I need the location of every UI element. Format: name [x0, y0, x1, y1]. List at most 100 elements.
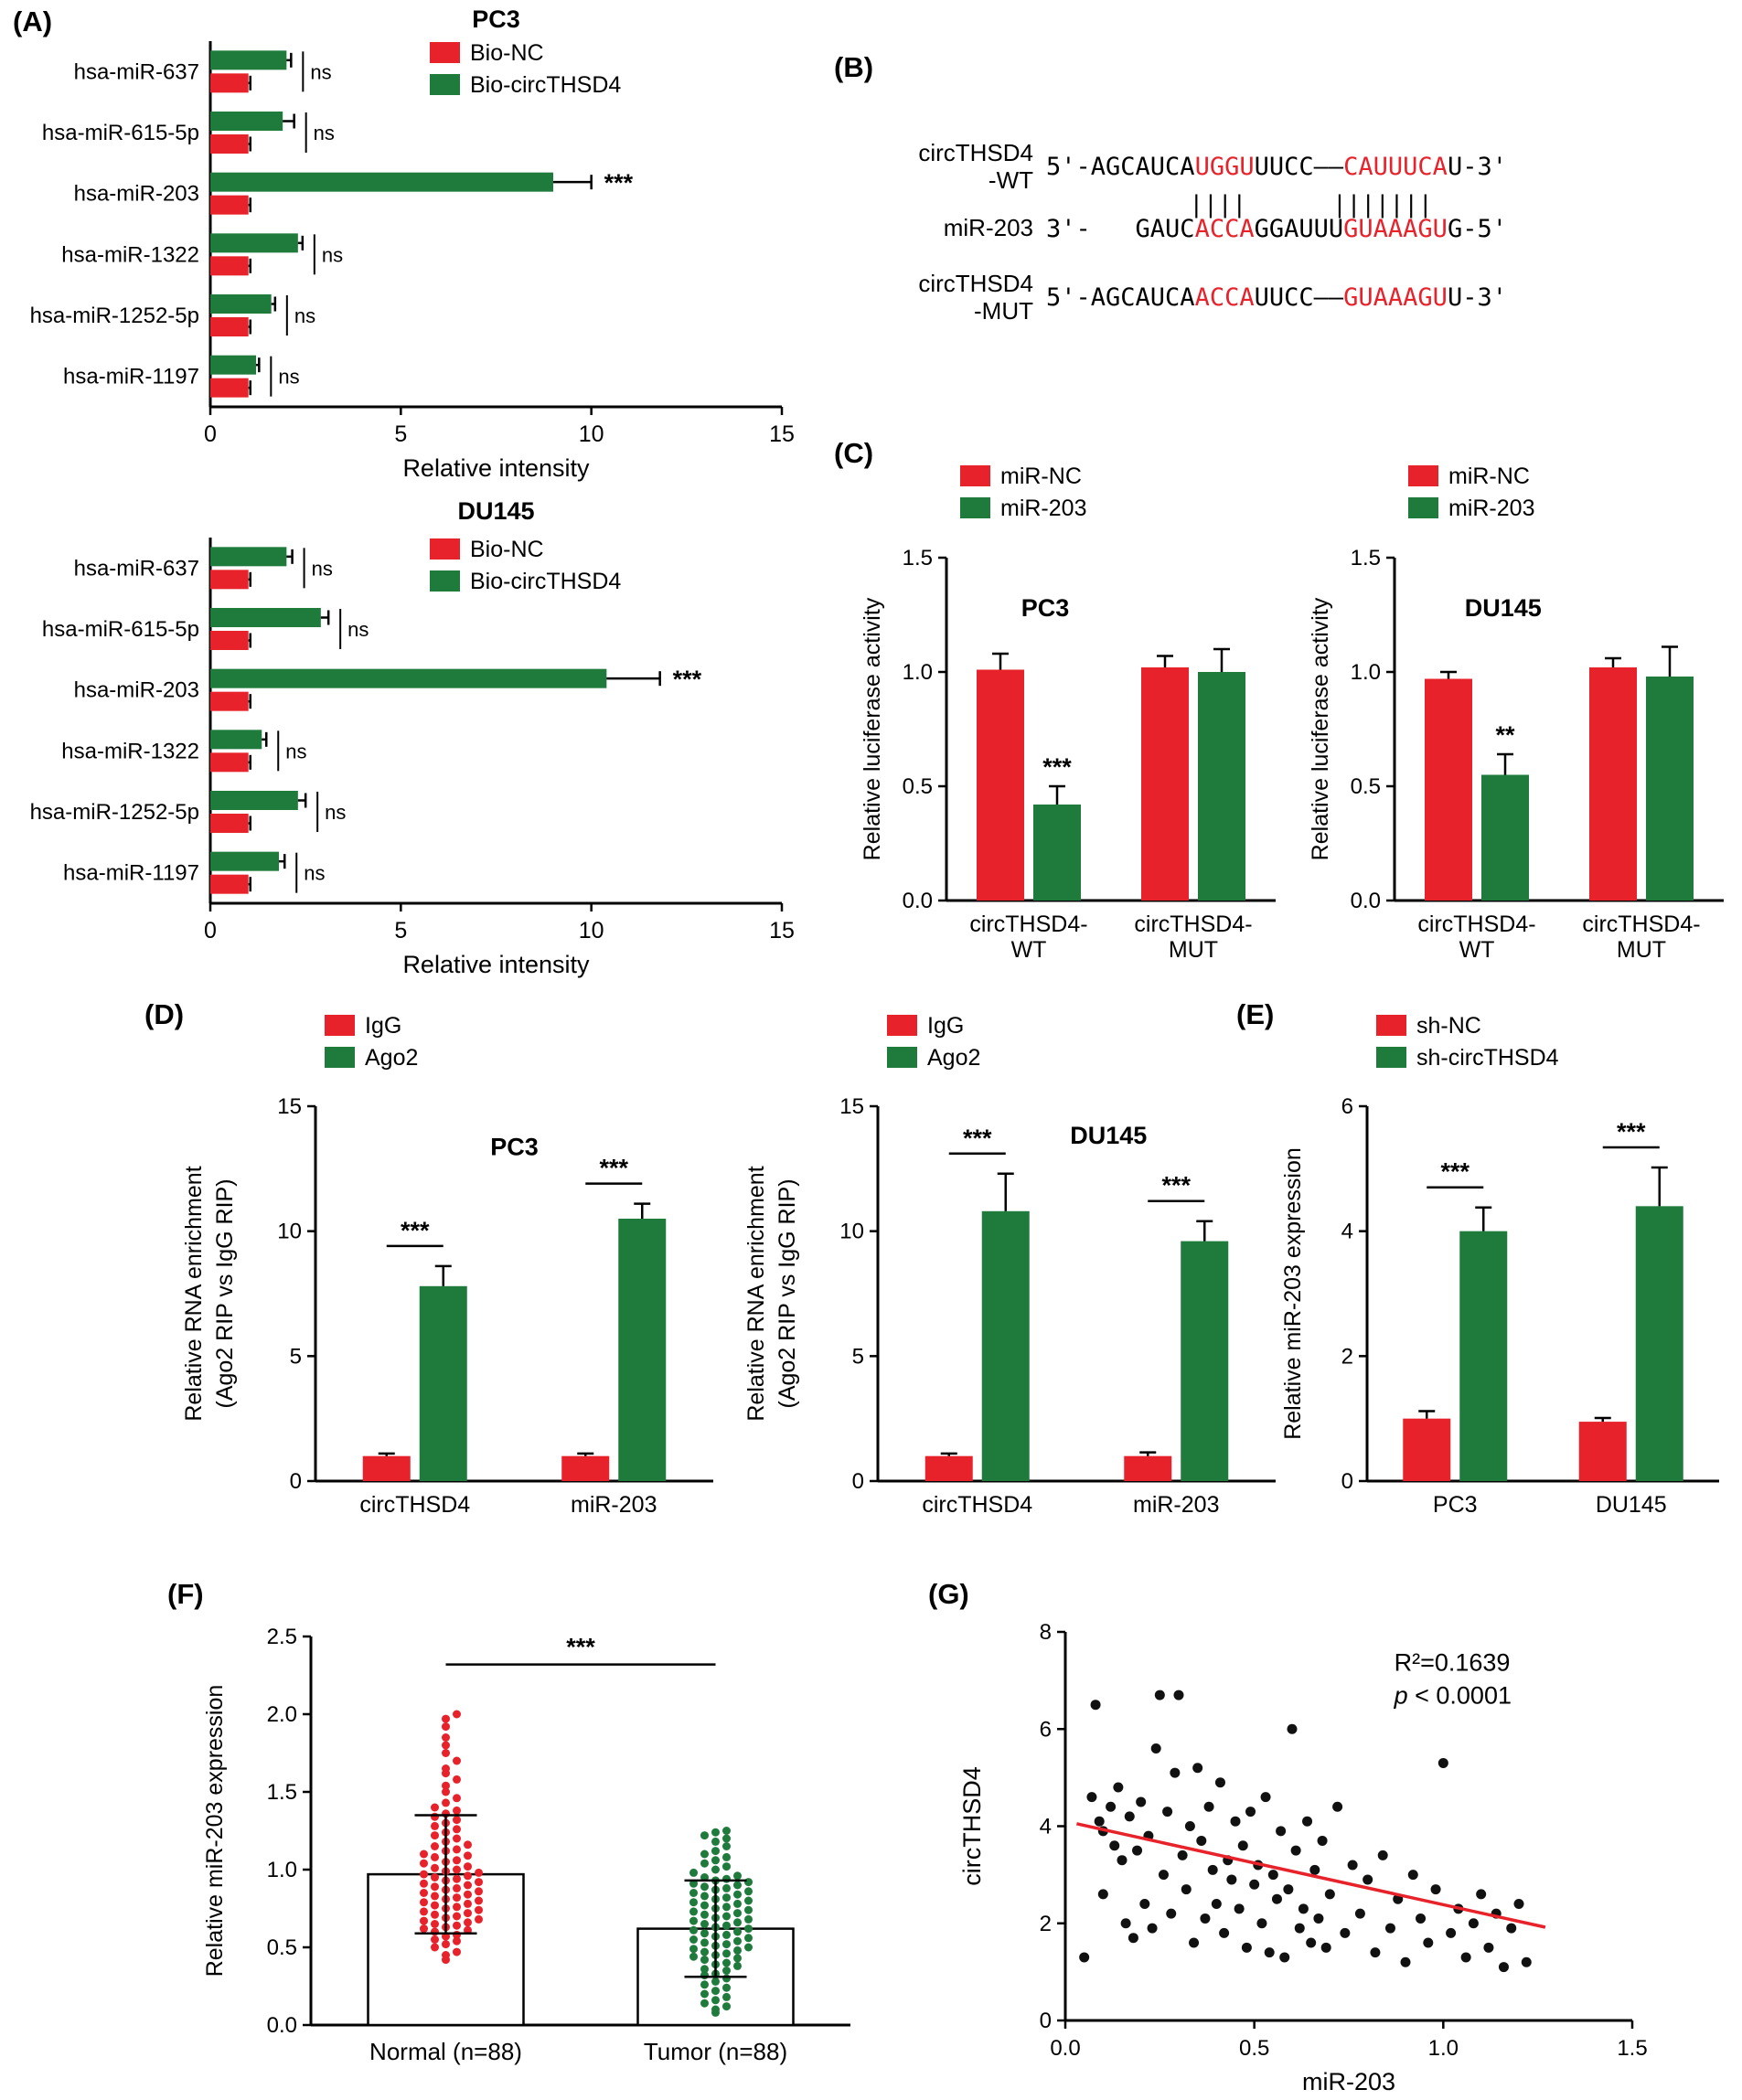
panel-e-chart: 0 2 4 6 Relative miR-203 expression PC3 *** DU1… — [1280, 1013, 1719, 1518]
panel-e-label: (E) — [1236, 998, 1275, 1030]
data-point — [475, 1887, 483, 1896]
legend-swatch-IgG — [887, 1015, 917, 1036]
data-point — [475, 1868, 483, 1877]
data-point — [420, 1879, 428, 1888]
bar-Ago2 — [618, 1219, 667, 1481]
sig-label: *** — [401, 1217, 430, 1244]
data-point — [689, 1935, 698, 1944]
tick-label: 0.5 — [1239, 2036, 1269, 2061]
sequence-text: |||| ||||||| — [1046, 193, 1433, 217]
category-label: hsa-miR-637 — [74, 59, 199, 84]
data-point — [453, 1806, 461, 1815]
panel-d-du145-chart: 0 5 10 15 Relative RNA enrichment (Ago2 RIP v… — [743, 1013, 1276, 1518]
data-point — [1207, 1864, 1218, 1875]
data-point — [1416, 1913, 1427, 1924]
fit-line — [1076, 1822, 1546, 1929]
data-point — [1117, 1855, 1127, 1866]
data-point — [733, 1899, 742, 1908]
bar-Bio-NC — [210, 134, 249, 154]
chart-title: DU145 — [457, 497, 534, 525]
data-point — [1162, 1807, 1173, 1818]
sequence-alignment: circTHSD4 -WT 5'-AGCAUCAUGGUUUCC——CAUUUCAU… — [864, 137, 1742, 328]
data-point — [722, 1883, 731, 1892]
y-axis-label: Relative luciferase activity — [1308, 597, 1333, 860]
data-point — [453, 1921, 461, 1930]
bar-Bio-NC — [210, 317, 249, 336]
data-point — [1377, 1849, 1388, 1860]
sequence-segment-highlight: CAUUUCA — [1343, 153, 1448, 182]
data-point — [1287, 1723, 1298, 1734]
bar-Bio-circTHSD4 — [210, 668, 607, 688]
data-point — [1302, 1816, 1313, 1827]
category-label: MUT — [1617, 937, 1666, 963]
data-point — [1196, 1835, 1207, 1846]
data-point — [1226, 1874, 1237, 1885]
data-point — [420, 1889, 428, 1897]
sequence-row-label: circTHSD4 -MUT — [918, 269, 1033, 325]
tick-label: 1.0 — [1351, 660, 1381, 685]
data-point — [1306, 1937, 1317, 1948]
category-label: circTHSD4- — [969, 911, 1087, 937]
data-point — [453, 1845, 461, 1854]
sig-label: *** — [673, 666, 702, 693]
data-point — [442, 1764, 450, 1773]
bar-Bio-NC — [210, 814, 249, 833]
data-point — [464, 1881, 472, 1890]
bar-Bio-NC — [210, 73, 249, 93]
data-point — [722, 1958, 731, 1967]
data-point — [1109, 1840, 1120, 1851]
tick-label: 10 — [579, 421, 604, 447]
data-point — [733, 1954, 742, 1963]
y-axis-label: (Ago2 RIP vs IgG RIP) — [775, 1178, 800, 1408]
data-point — [464, 1862, 472, 1871]
data-point — [744, 1924, 753, 1934]
data-point — [1203, 1801, 1214, 1812]
tick-label: 0 — [204, 918, 217, 943]
data-point — [1086, 1792, 1097, 1803]
data-point — [1407, 1870, 1418, 1881]
data-point — [1276, 1826, 1287, 1837]
data-point — [420, 1907, 428, 1916]
tick-label: 0.5 — [903, 774, 933, 799]
data-point — [1113, 1782, 1124, 1793]
sig-label: ns — [294, 304, 315, 327]
sig-label: ns — [314, 122, 335, 144]
data-point — [1158, 1870, 1169, 1881]
bar-IgG — [362, 1455, 411, 1481]
data-point — [744, 1878, 753, 1887]
data-point — [722, 1983, 731, 1992]
data-point — [431, 1831, 439, 1840]
category-label: hsa-miR-1252-5p — [30, 800, 199, 825]
bar-Bio-circTHSD4 — [210, 355, 256, 375]
data-point — [700, 1901, 709, 1910]
bar-Bio-NC — [210, 256, 249, 276]
data-point — [1166, 1908, 1177, 1919]
tick-label: 15 — [769, 421, 795, 447]
tick-label: 2.0 — [267, 1702, 297, 1727]
y-axis-label: circTHSD4 — [958, 1766, 986, 1886]
bar-Bio-circTHSD4 — [210, 547, 287, 567]
data-point — [442, 1722, 450, 1732]
data-point — [722, 1992, 731, 2001]
y-axis-label: Relative RNA enrichment — [743, 1166, 769, 1421]
legend-swatch-sh-circTHSD4 — [1376, 1047, 1406, 1068]
y-axis-label: (Ago2 RIP vs IgG RIP) — [212, 1178, 238, 1408]
data-point — [475, 1896, 483, 1905]
sig-label: ns — [310, 60, 331, 83]
data-point — [1230, 1816, 1241, 1827]
data-point — [700, 1947, 709, 1956]
legend-label: miR-NC — [1000, 464, 1082, 489]
data-point — [431, 1910, 439, 1919]
data-point — [1298, 1903, 1309, 1914]
category-label: WT — [1459, 937, 1495, 963]
panel-c-du145-chart: 0.0 0.5 1.0 1.5 Relative luciferase activity… — [1308, 464, 1724, 963]
data-point — [464, 1909, 472, 1918]
data-point — [733, 1890, 742, 1899]
data-point — [1184, 1821, 1195, 1831]
data-point — [711, 1977, 720, 1986]
data-point — [711, 1996, 720, 2005]
bar-miR-NC — [1589, 667, 1637, 901]
data-point — [1313, 1913, 1324, 1924]
bar-Bio-circTHSD4 — [210, 851, 279, 871]
panel-a-du145-chart: 0 5 10 15 Relative intensity DU145 hsa-miR-637… — [30, 497, 795, 978]
